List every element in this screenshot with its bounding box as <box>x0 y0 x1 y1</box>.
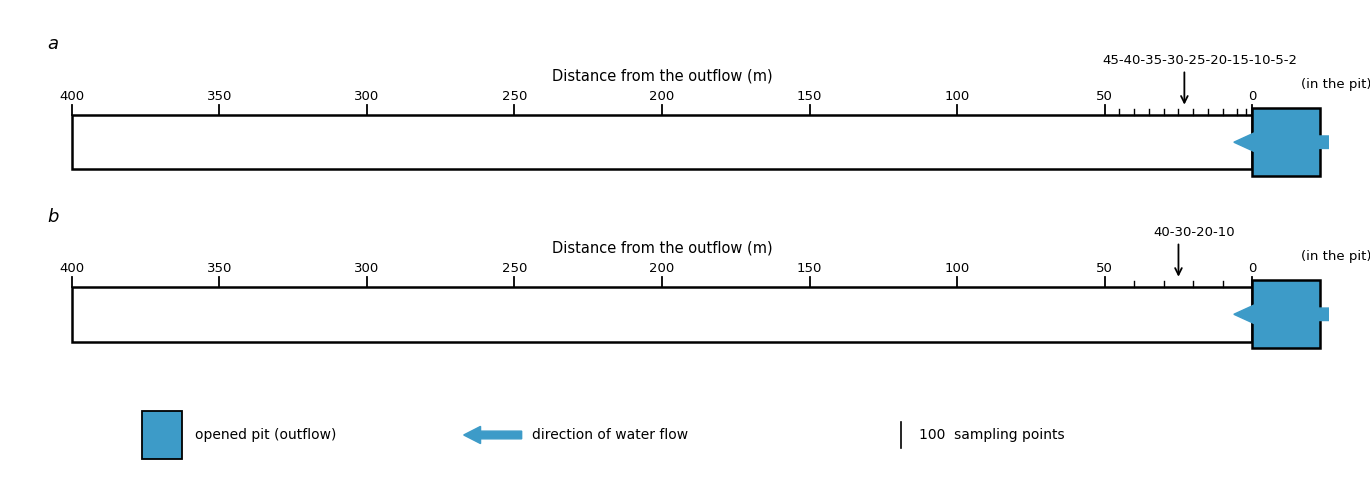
Text: 300: 300 <box>355 90 379 103</box>
Bar <box>71 115 1252 170</box>
Text: 300: 300 <box>355 262 379 275</box>
Text: direction of water flow: direction of water flow <box>532 428 688 442</box>
Text: 50: 50 <box>1096 262 1112 275</box>
Text: 150: 150 <box>797 262 822 275</box>
Text: 100: 100 <box>944 262 970 275</box>
Text: Distance from the outflow (m): Distance from the outflow (m) <box>552 68 773 83</box>
Text: 45-40-35-30-25-20-15-10-5-2: 45-40-35-30-25-20-15-10-5-2 <box>1103 54 1297 67</box>
Text: 100  sampling points: 100 sampling points <box>919 428 1064 442</box>
FancyArrow shape <box>1234 122 1334 162</box>
Text: 250: 250 <box>501 262 527 275</box>
Bar <box>142 411 182 459</box>
Text: 50: 50 <box>1096 90 1112 103</box>
Text: 200: 200 <box>649 262 674 275</box>
Text: 0: 0 <box>1248 262 1256 275</box>
Text: 250: 250 <box>501 90 527 103</box>
Bar <box>71 287 1252 341</box>
Bar <box>1252 280 1319 348</box>
Text: 40-30-20-10: 40-30-20-10 <box>1154 227 1234 239</box>
Text: 400: 400 <box>59 262 85 275</box>
Text: Distance from the outflow (m): Distance from the outflow (m) <box>552 240 773 255</box>
Text: (in the pit): (in the pit) <box>1302 250 1370 263</box>
FancyArrow shape <box>463 426 522 444</box>
Text: 100: 100 <box>944 90 970 103</box>
Text: (in the pit): (in the pit) <box>1302 78 1370 91</box>
Text: 200: 200 <box>649 90 674 103</box>
Text: opened pit (outflow): opened pit (outflow) <box>195 428 337 442</box>
Bar <box>1252 108 1319 176</box>
Text: 0: 0 <box>1248 90 1256 103</box>
Text: 150: 150 <box>797 90 822 103</box>
Text: 400: 400 <box>59 90 85 103</box>
Text: 350: 350 <box>207 90 232 103</box>
Text: 350: 350 <box>207 262 232 275</box>
FancyArrow shape <box>1234 294 1334 334</box>
Text: a: a <box>47 35 59 54</box>
Text: b: b <box>47 207 59 226</box>
